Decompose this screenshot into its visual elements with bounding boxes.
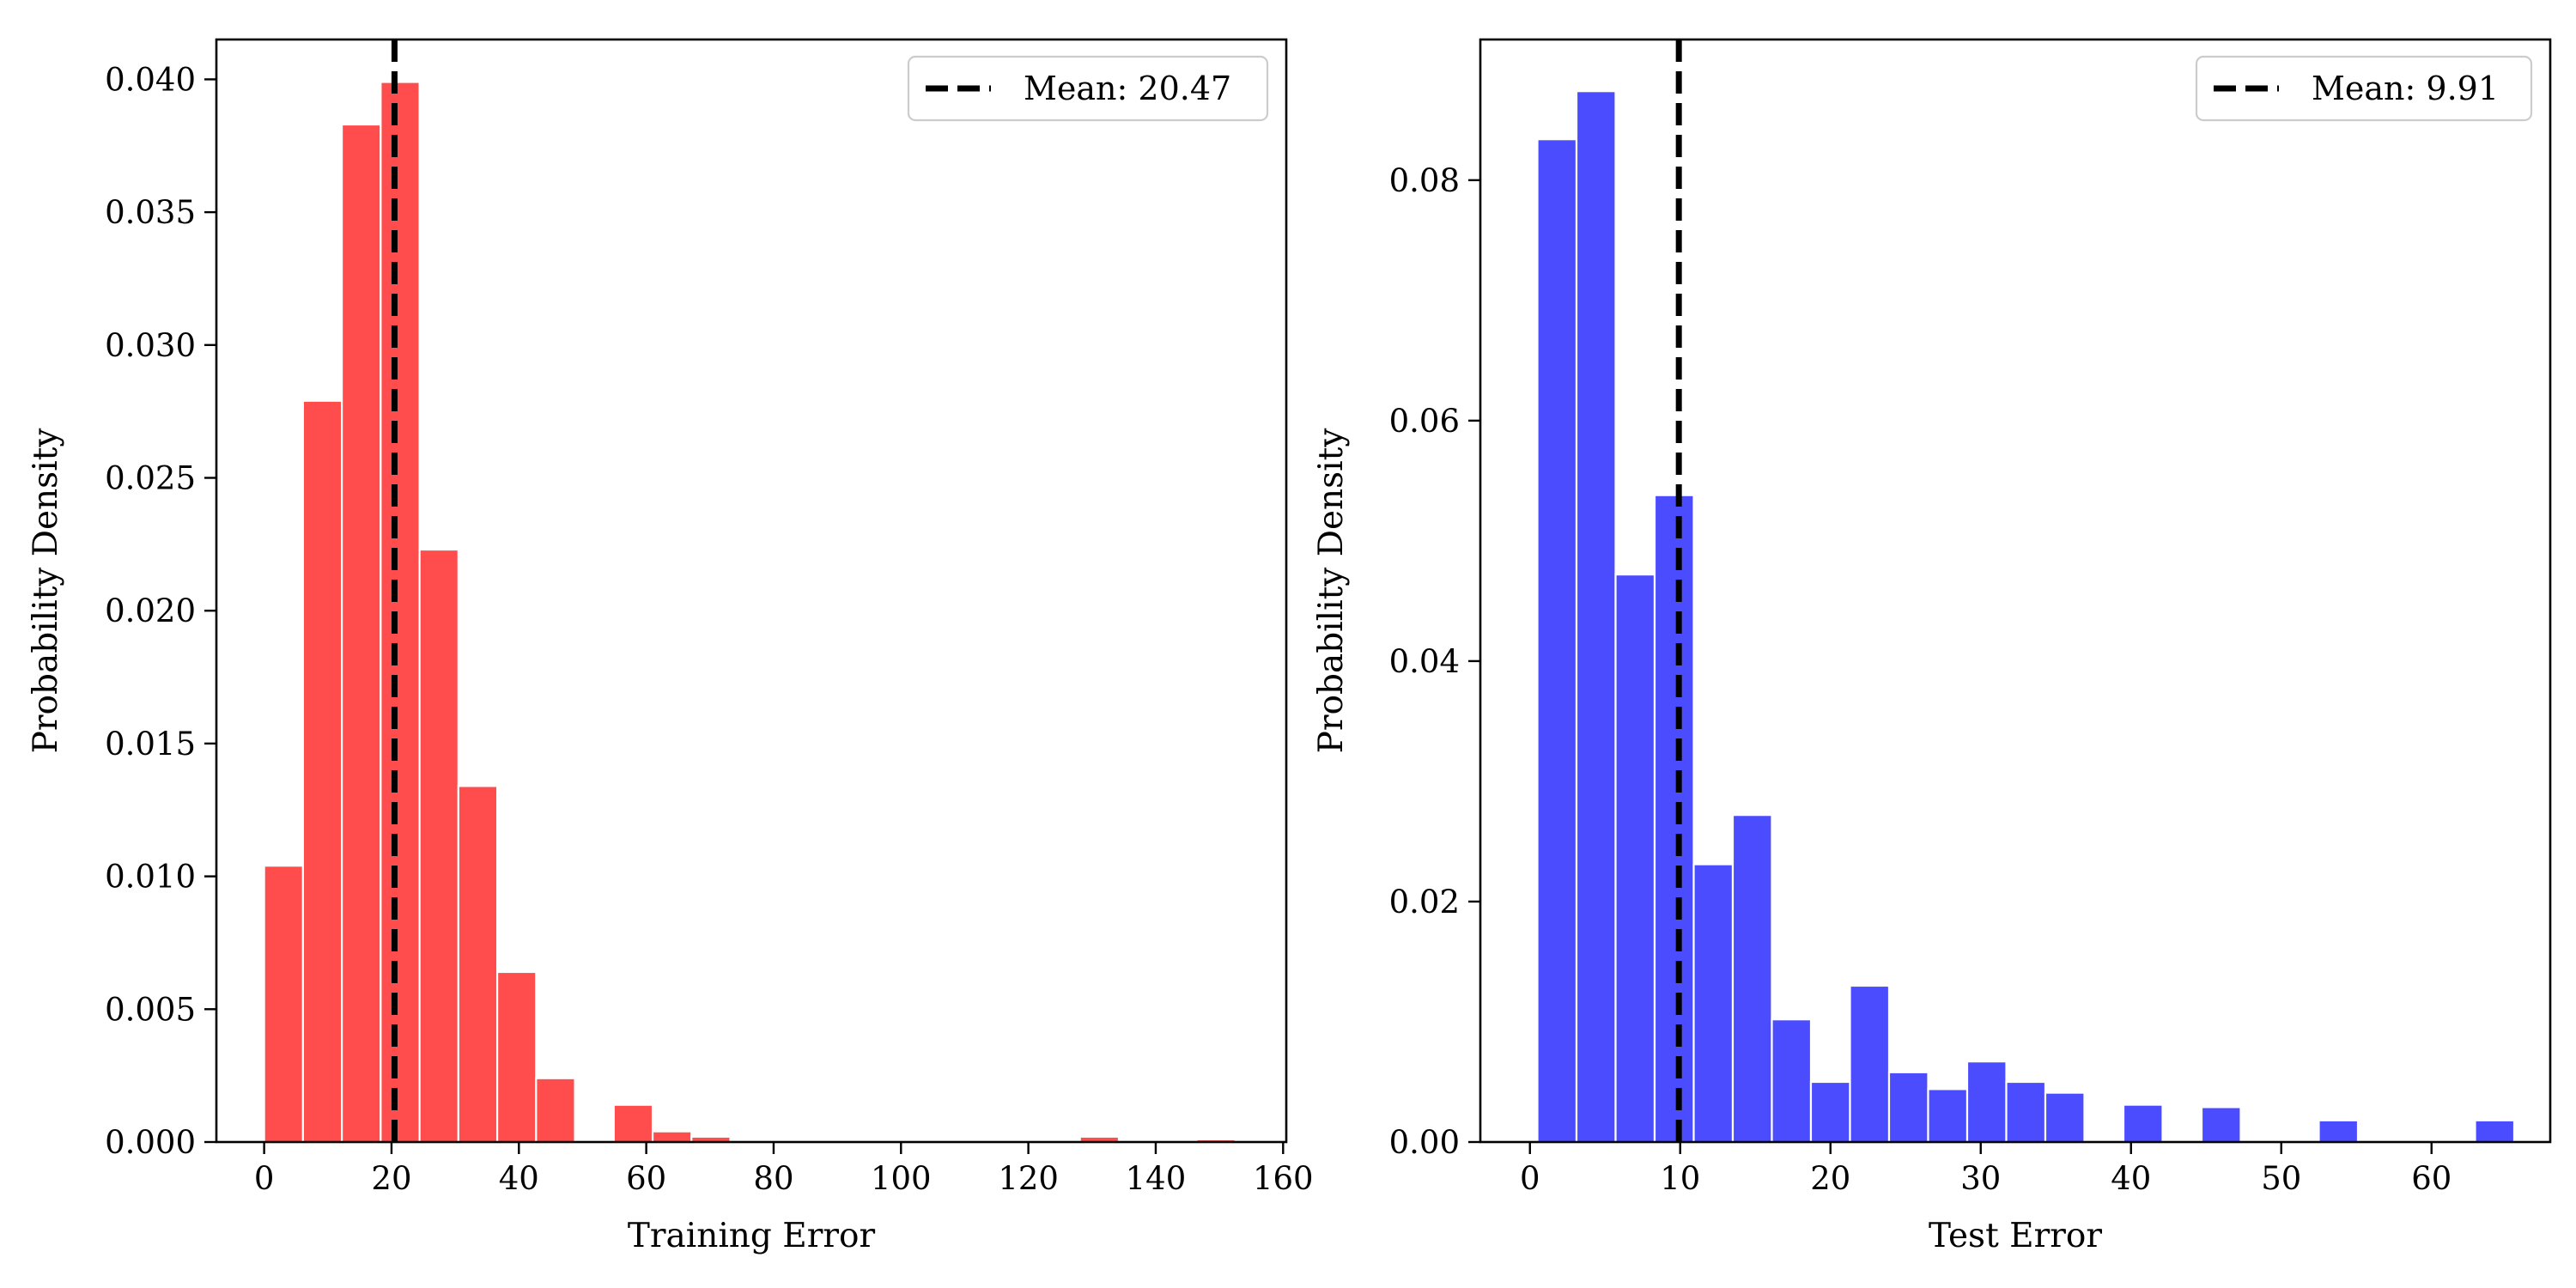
y-tick-label: 0.000 <box>105 1124 196 1161</box>
histogram-bar <box>2044 1091 2086 1144</box>
legend-label: Mean: 9.91 <box>2312 70 2499 107</box>
y-tick-label: 0.035 <box>105 194 196 231</box>
histogram-bar <box>612 1103 654 1144</box>
legend: Mean: 20.47 <box>907 55 1269 122</box>
x-tick-label: 140 <box>1126 1160 1187 1197</box>
histogram-bar <box>1965 1060 2008 1144</box>
x-tick-label: 160 <box>1253 1160 1314 1197</box>
histogram-bar <box>1731 814 1773 1144</box>
x-tick-label: 120 <box>998 1160 1059 1197</box>
y-tick-label: 0.010 <box>105 859 196 896</box>
x-tick-label: 20 <box>1810 1160 1850 1197</box>
y-tick-label: 0.030 <box>105 327 196 364</box>
y-axis-label: Probability Density <box>27 428 65 754</box>
x-tick-label: 30 <box>1960 1160 2001 1197</box>
x-tick-label: 60 <box>626 1160 666 1197</box>
y-tick-label: 0.02 <box>1389 884 1460 920</box>
x-tick-label: 0 <box>254 1160 275 1197</box>
y-tick-label: 0.04 <box>1389 643 1460 680</box>
histogram-bar <box>1771 1018 1813 1144</box>
y-tick-label: 0.020 <box>105 592 196 629</box>
histogram-bar <box>1887 1071 1929 1144</box>
histogram-bar <box>1653 494 1695 1144</box>
x-tick-label: 40 <box>2111 1160 2151 1197</box>
histogram-bar <box>341 123 382 1144</box>
histogram-bar <box>1809 1080 1851 1144</box>
histogram-bar <box>418 548 459 1144</box>
legend-box <box>2195 55 2533 122</box>
histogram-bar <box>1575 90 1617 1144</box>
x-tick-label: 80 <box>753 1160 793 1197</box>
y-tick-label: 0.08 <box>1389 162 1460 199</box>
histogram-bar <box>380 81 421 1144</box>
histogram-bar <box>263 865 304 1144</box>
x-tick-label: 50 <box>2261 1160 2301 1197</box>
x-tick-label: 60 <box>2411 1160 2451 1197</box>
legend: Mean: 9.91 <box>2195 55 2533 122</box>
legend-label: Mean: 20.47 <box>1024 70 1231 107</box>
histogram-bar <box>495 970 538 1144</box>
histogram-bar <box>1614 573 1656 1144</box>
x-tick-label: 20 <box>371 1160 411 1197</box>
x-axis-label: Training Error <box>628 1217 876 1255</box>
x-tick-label: 40 <box>499 1160 539 1197</box>
histogram-bar <box>1692 863 1735 1144</box>
histogram-bar <box>2318 1119 2360 1144</box>
y-tick-label: 0.040 <box>105 61 196 98</box>
y-tick-label: 0.06 <box>1389 403 1460 440</box>
histogram-bar <box>651 1130 693 1144</box>
x-tick-label: 10 <box>1660 1160 1700 1197</box>
legend-box <box>907 55 1269 122</box>
histogram-bar <box>1849 984 1891 1144</box>
y-tick-label: 0.025 <box>105 460 196 497</box>
x-tick-label: 100 <box>871 1160 932 1197</box>
histogram-bar <box>301 399 343 1144</box>
y-axis-label: Probability Density <box>1312 428 1351 754</box>
histogram-bar <box>2005 1080 2047 1144</box>
histogram-bar <box>2200 1106 2242 1144</box>
histogram-bar <box>1927 1088 1969 1144</box>
test-error-histogram: 0 10 20 30 40 50 60 0.00 0.02 0.04 0.06 0.08 Test Er… <box>1312 38 2552 1255</box>
histogram-bar <box>2474 1119 2516 1144</box>
histogram-bar <box>457 785 499 1144</box>
axes-frame <box>215 38 1288 1144</box>
x-tick-label: 0 <box>1520 1160 1540 1197</box>
histogram-bar <box>2122 1103 2164 1144</box>
training-error-histogram: 0 20 40 60 80 100 120 140 160 0.000 0.005 0.010 0.01… <box>27 38 1314 1255</box>
y-tick-label: 0.00 <box>1389 1124 1460 1161</box>
histogram-bar <box>1536 138 1578 1144</box>
y-tick-label: 0.005 <box>105 991 196 1028</box>
y-tick-label: 0.015 <box>105 726 196 762</box>
axes-frame <box>1479 38 2552 1144</box>
x-axis-label: Test Error <box>1929 1217 2102 1255</box>
histogram-bar <box>535 1077 576 1144</box>
